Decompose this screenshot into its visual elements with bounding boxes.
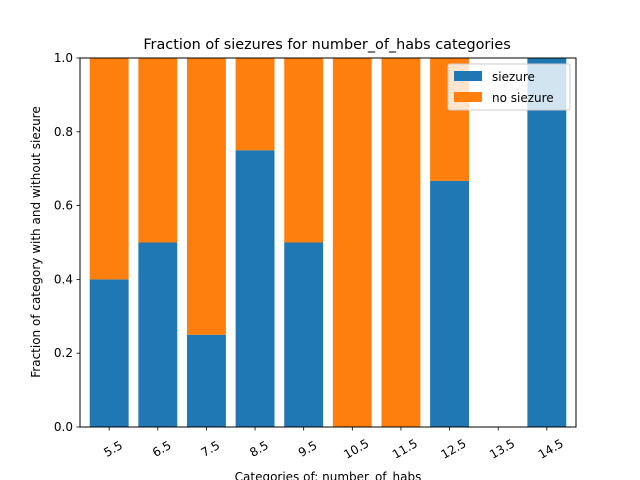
bar-siezure-9.5 (284, 242, 324, 427)
y-tick-label: 1.0 (54, 51, 73, 65)
bar-no-siezure-7.5 (186, 58, 226, 335)
x-tick-label: 5.5 (101, 438, 125, 460)
x-tick-label: 14.5 (536, 436, 566, 461)
plot-frame (79, 57, 577, 428)
bar-no-siezure-9.5 (284, 58, 324, 243)
y-tick-label: 0.2 (54, 346, 73, 360)
bar-no-siezure-11.5 (381, 58, 421, 427)
y-tick-label: 0.0 (54, 420, 73, 434)
legend-swatch-no-siezure (454, 92, 482, 102)
x-tick-label: 8.5 (247, 438, 271, 460)
bar-siezure-7.5 (186, 334, 226, 427)
bar-no-siezure-10.5 (332, 58, 372, 427)
x-tick-label: 10.5 (341, 436, 371, 461)
bar-siezure-6.5 (138, 242, 178, 427)
x-axis: 5.5 6.5 7.5 8.5 9.5 10.5 11.5 12.5 13.5 14.5 (101, 427, 566, 462)
x-tick-label: 6.5 (150, 438, 174, 460)
x-tick-label: 13.5 (487, 436, 517, 461)
bar-siezure-14.5 (527, 58, 567, 427)
bar-siezure-12.5 (430, 180, 470, 427)
x-tick-label: 7.5 (199, 438, 223, 460)
x-tick-label: 9.5 (296, 438, 320, 460)
bar-siezure-5.5 (89, 279, 129, 427)
y-tick-label: 0.8 (54, 125, 73, 139)
chart-title: Fraction of siezures for number_of_habs … (143, 37, 510, 53)
legend-label-no-siezure: no siezure (492, 91, 554, 105)
y-tick-label: 0.4 (54, 272, 73, 286)
bar-no-siezure-5.5 (89, 58, 129, 280)
bar-no-siezure-8.5 (235, 58, 275, 151)
bars-layer (89, 58, 567, 427)
legend-label-siezure: siezure (492, 70, 535, 84)
y-tick-label: 0.6 (54, 199, 73, 213)
x-tick-label: 11.5 (390, 436, 420, 461)
legend: siezure no siezure (447, 63, 571, 111)
legend-swatch-siezure (454, 71, 482, 81)
bar-no-siezure-6.5 (138, 58, 178, 243)
x-tick-label: 12.5 (438, 436, 468, 461)
y-axis-label: Fraction of category with and without si… (29, 106, 43, 377)
bar-siezure-8.5 (235, 150, 275, 427)
x-axis-label: Categories of: number_of_habs (235, 470, 422, 480)
y-axis: 0.0 0.2 0.4 0.6 0.8 1.0 (54, 51, 80, 434)
